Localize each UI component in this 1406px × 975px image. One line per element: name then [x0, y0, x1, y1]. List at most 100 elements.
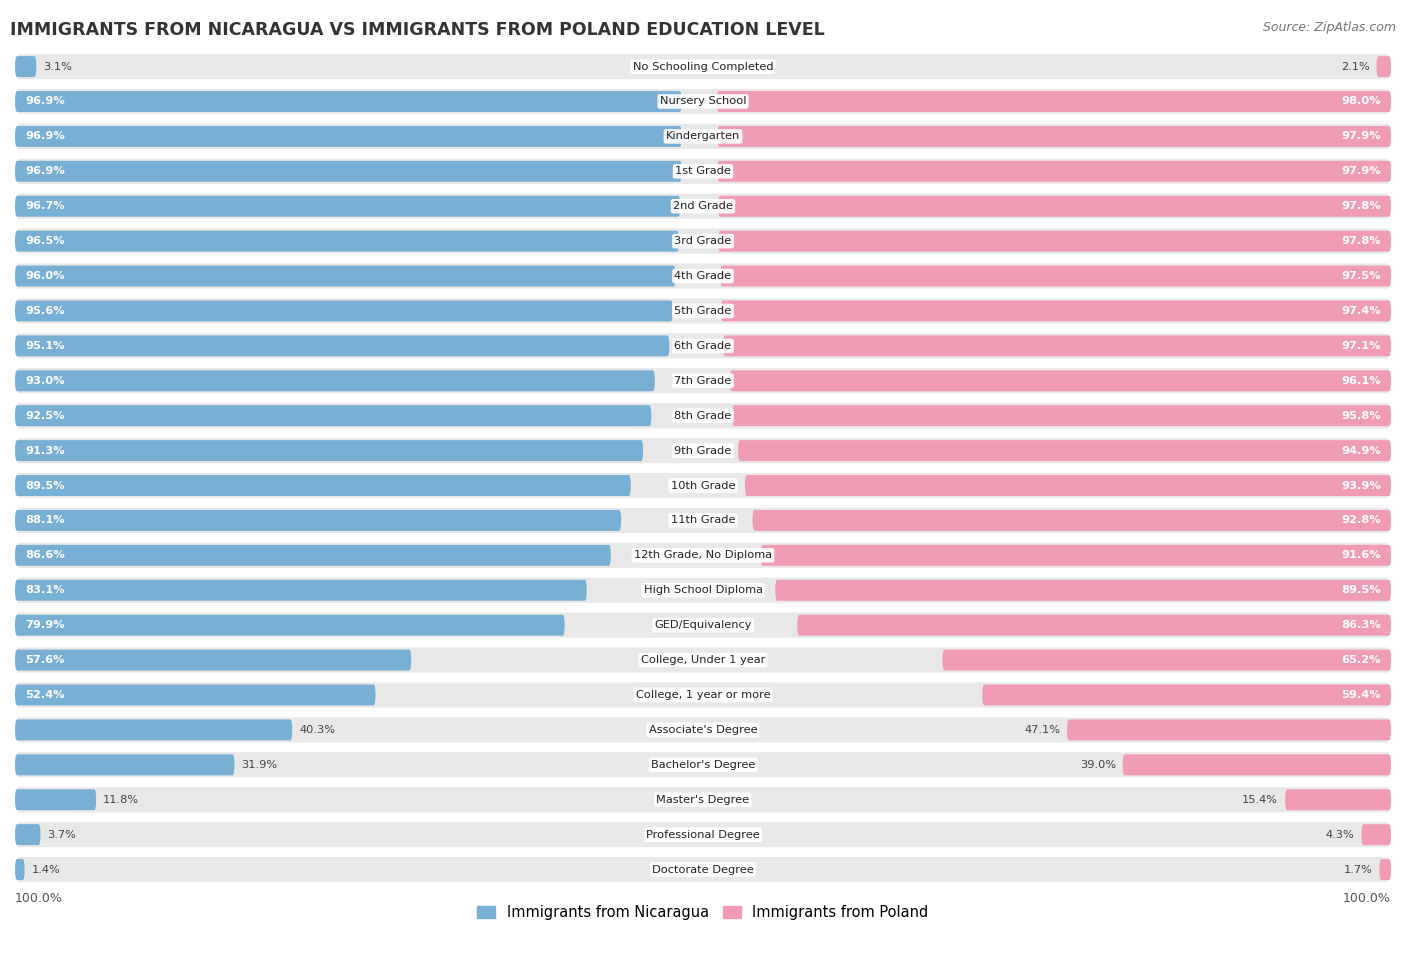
Text: 92.8%: 92.8%	[1341, 516, 1381, 526]
FancyBboxPatch shape	[15, 859, 25, 880]
Text: 91.6%: 91.6%	[1341, 550, 1381, 561]
Text: 57.6%: 57.6%	[25, 655, 65, 665]
Text: 4th Grade: 4th Grade	[675, 271, 731, 281]
FancyBboxPatch shape	[15, 649, 412, 671]
FancyBboxPatch shape	[15, 91, 682, 112]
Text: 98.0%: 98.0%	[1341, 97, 1381, 106]
FancyBboxPatch shape	[718, 231, 1391, 252]
FancyBboxPatch shape	[15, 580, 586, 601]
FancyBboxPatch shape	[1285, 789, 1391, 810]
FancyBboxPatch shape	[15, 684, 375, 706]
FancyBboxPatch shape	[723, 335, 1391, 356]
FancyBboxPatch shape	[15, 681, 1391, 709]
FancyBboxPatch shape	[15, 720, 292, 740]
FancyBboxPatch shape	[15, 231, 679, 252]
Text: 93.9%: 93.9%	[1341, 481, 1381, 490]
Text: 7th Grade: 7th Grade	[675, 375, 731, 386]
FancyBboxPatch shape	[15, 157, 1391, 185]
Text: 6th Grade: 6th Grade	[675, 341, 731, 351]
FancyBboxPatch shape	[15, 367, 1391, 395]
Text: 3rd Grade: 3rd Grade	[675, 236, 731, 246]
FancyBboxPatch shape	[15, 755, 235, 775]
FancyBboxPatch shape	[15, 370, 655, 391]
FancyBboxPatch shape	[15, 192, 1391, 220]
Text: 5th Grade: 5th Grade	[675, 306, 731, 316]
Text: Source: ZipAtlas.com: Source: ZipAtlas.com	[1263, 21, 1396, 34]
FancyBboxPatch shape	[15, 161, 682, 181]
FancyBboxPatch shape	[15, 820, 1391, 849]
FancyBboxPatch shape	[717, 91, 1391, 112]
Text: No Schooling Completed: No Schooling Completed	[633, 61, 773, 71]
Text: Bachelor's Degree: Bachelor's Degree	[651, 760, 755, 770]
Text: High School Diploma: High School Diploma	[644, 585, 762, 596]
Text: 83.1%: 83.1%	[25, 585, 65, 596]
Text: Associate's Degree: Associate's Degree	[648, 724, 758, 735]
Text: 97.9%: 97.9%	[1341, 132, 1381, 141]
Text: 97.4%: 97.4%	[1341, 306, 1381, 316]
FancyBboxPatch shape	[15, 645, 1391, 675]
Text: 89.5%: 89.5%	[1341, 585, 1381, 596]
Text: 97.9%: 97.9%	[1341, 167, 1381, 176]
Text: 2nd Grade: 2nd Grade	[673, 201, 733, 212]
FancyBboxPatch shape	[15, 406, 651, 426]
Text: Professional Degree: Professional Degree	[647, 830, 759, 839]
FancyBboxPatch shape	[717, 126, 1391, 147]
Text: 96.9%: 96.9%	[25, 132, 65, 141]
Text: 86.6%: 86.6%	[25, 550, 65, 561]
Text: 86.3%: 86.3%	[1341, 620, 1381, 630]
Text: 96.9%: 96.9%	[25, 167, 65, 176]
FancyBboxPatch shape	[718, 196, 1391, 216]
Text: 97.8%: 97.8%	[1341, 236, 1381, 246]
FancyBboxPatch shape	[15, 611, 1391, 640]
FancyBboxPatch shape	[761, 545, 1391, 566]
FancyBboxPatch shape	[15, 227, 1391, 255]
Text: 2.1%: 2.1%	[1341, 61, 1369, 71]
Text: 95.8%: 95.8%	[1341, 410, 1381, 420]
Text: 1.4%: 1.4%	[31, 865, 60, 875]
FancyBboxPatch shape	[15, 506, 1391, 534]
FancyBboxPatch shape	[15, 57, 37, 77]
FancyBboxPatch shape	[1067, 720, 1391, 740]
FancyBboxPatch shape	[752, 510, 1391, 531]
FancyBboxPatch shape	[1122, 755, 1391, 775]
Text: 96.1%: 96.1%	[1341, 375, 1381, 386]
Text: 96.5%: 96.5%	[25, 236, 65, 246]
Text: 3.7%: 3.7%	[48, 830, 76, 839]
Text: 12th Grade, No Diploma: 12th Grade, No Diploma	[634, 550, 772, 561]
FancyBboxPatch shape	[15, 855, 1391, 884]
Text: College, Under 1 year: College, Under 1 year	[641, 655, 765, 665]
Text: 4.3%: 4.3%	[1326, 830, 1354, 839]
FancyBboxPatch shape	[775, 580, 1391, 601]
FancyBboxPatch shape	[745, 475, 1391, 496]
FancyBboxPatch shape	[733, 406, 1391, 426]
Text: 47.1%: 47.1%	[1024, 724, 1060, 735]
Text: 1.7%: 1.7%	[1344, 865, 1372, 875]
FancyBboxPatch shape	[15, 300, 672, 322]
FancyBboxPatch shape	[721, 300, 1391, 322]
FancyBboxPatch shape	[738, 440, 1391, 461]
Text: 97.1%: 97.1%	[1341, 341, 1381, 351]
FancyBboxPatch shape	[15, 265, 675, 287]
FancyBboxPatch shape	[15, 545, 610, 566]
FancyBboxPatch shape	[15, 296, 1391, 326]
FancyBboxPatch shape	[15, 261, 1391, 291]
Text: 79.9%: 79.9%	[25, 620, 65, 630]
Text: 89.5%: 89.5%	[25, 481, 65, 490]
Text: 95.1%: 95.1%	[25, 341, 65, 351]
FancyBboxPatch shape	[15, 53, 1391, 81]
FancyBboxPatch shape	[1379, 859, 1391, 880]
FancyBboxPatch shape	[15, 436, 1391, 465]
FancyBboxPatch shape	[15, 87, 1391, 116]
FancyBboxPatch shape	[1376, 57, 1391, 77]
FancyBboxPatch shape	[720, 265, 1391, 287]
Text: 11th Grade: 11th Grade	[671, 516, 735, 526]
FancyBboxPatch shape	[15, 576, 1391, 604]
Text: 15.4%: 15.4%	[1241, 795, 1278, 804]
Text: College, 1 year or more: College, 1 year or more	[636, 690, 770, 700]
FancyBboxPatch shape	[15, 824, 41, 845]
Text: 10th Grade: 10th Grade	[671, 481, 735, 490]
Text: 100.0%: 100.0%	[1343, 892, 1391, 905]
FancyBboxPatch shape	[15, 541, 1391, 569]
Text: 95.6%: 95.6%	[25, 306, 65, 316]
Text: 96.0%: 96.0%	[25, 271, 65, 281]
